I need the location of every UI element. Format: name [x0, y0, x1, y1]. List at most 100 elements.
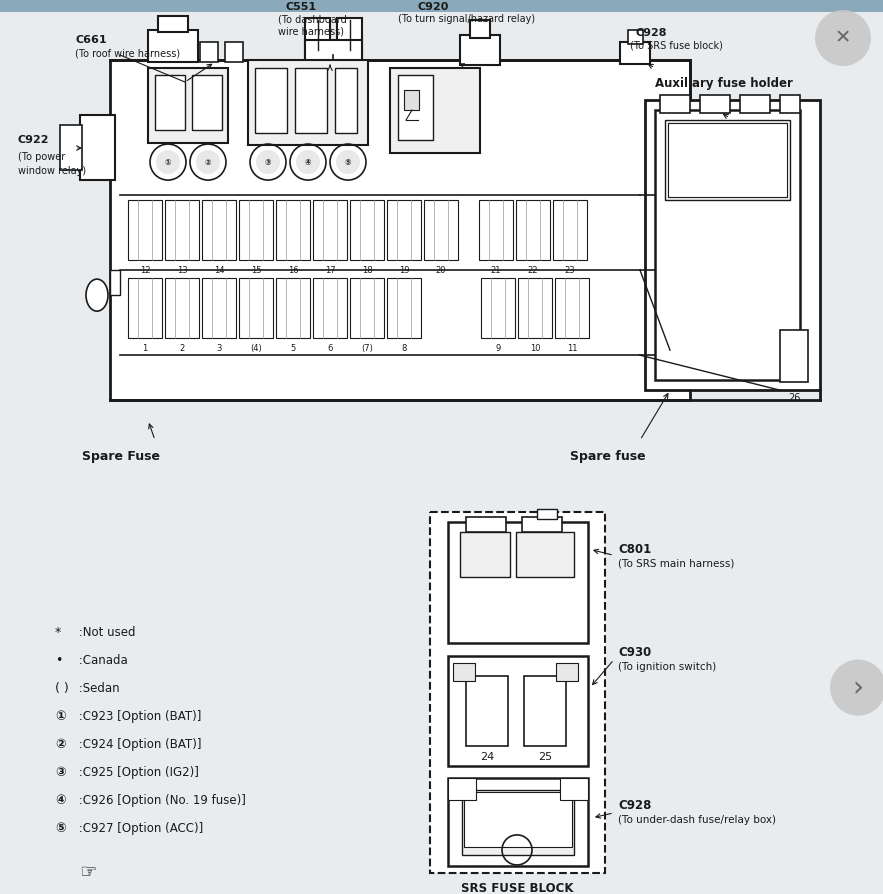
Bar	[466, 518, 506, 532]
Text: :C924 [Option (BAT)]: :C924 [Option (BAT)]	[75, 738, 201, 751]
Text: 21: 21	[491, 266, 502, 275]
Text: :Canada: :Canada	[75, 654, 128, 667]
Text: 3: 3	[216, 344, 222, 353]
Bar	[448, 522, 588, 643]
Bar	[560, 778, 588, 800]
Text: 13: 13	[177, 266, 187, 275]
Text: C928: C928	[618, 799, 652, 813]
Text: :C925 [Option (IG2)]: :C925 [Option (IG2)]	[75, 766, 199, 780]
Text: SRS FUSE BLOCK: SRS FUSE BLOCK	[461, 882, 573, 894]
Bar	[620, 42, 650, 64]
Text: C928: C928	[635, 28, 667, 38]
Text: 12: 12	[140, 266, 150, 275]
Text: •: •	[55, 654, 63, 667]
Text: ( ): ( )	[55, 682, 69, 696]
Text: C920: C920	[418, 2, 449, 12]
Bar	[148, 68, 228, 143]
Bar	[0, 0, 883, 12]
Bar	[537, 510, 557, 519]
Text: (To under-dash fuse/relay box): (To under-dash fuse/relay box)	[618, 814, 776, 825]
Text: Spare Fuse: Spare Fuse	[82, 451, 160, 463]
Bar	[556, 662, 578, 680]
Bar	[516, 200, 550, 260]
Circle shape	[156, 150, 180, 174]
Bar	[165, 200, 199, 260]
Text: :Not used: :Not used	[75, 626, 135, 639]
Text: 24: 24	[479, 752, 494, 762]
Bar	[470, 20, 490, 38]
Bar	[553, 200, 587, 260]
Bar	[248, 60, 368, 145]
Bar	[350, 200, 384, 260]
Text: ✕: ✕	[834, 29, 851, 47]
Bar	[155, 75, 185, 130]
Text: :Sedan: :Sedan	[75, 682, 119, 696]
Bar	[60, 125, 82, 170]
Text: :C923 [Option (BAT)]: :C923 [Option (BAT)]	[75, 710, 201, 723]
Text: (To power: (To power	[18, 152, 65, 162]
Bar	[462, 789, 574, 855]
Text: C551: C551	[285, 2, 316, 12]
Bar	[448, 778, 476, 800]
Ellipse shape	[711, 298, 745, 342]
Text: (4): (4)	[250, 344, 262, 353]
Bar	[424, 200, 458, 260]
Text: ④: ④	[305, 157, 311, 166]
Text: ③: ③	[265, 157, 271, 166]
Bar	[453, 662, 475, 680]
Text: (To roof wire harness): (To roof wire harness)	[75, 48, 180, 58]
Text: 20: 20	[435, 266, 446, 275]
Bar	[225, 42, 243, 62]
Bar	[665, 120, 790, 200]
Bar	[128, 278, 162, 338]
Bar	[128, 200, 162, 260]
Text: C922: C922	[18, 135, 49, 145]
Bar	[430, 512, 605, 873]
Bar	[202, 278, 236, 338]
Bar	[645, 100, 820, 390]
Text: ☞: ☞	[79, 864, 97, 882]
Bar	[305, 40, 362, 68]
Bar	[387, 200, 421, 260]
Text: ⑤: ⑤	[55, 822, 65, 835]
Circle shape	[196, 150, 220, 174]
Text: wire harness): wire harness)	[278, 26, 344, 36]
Bar	[660, 95, 690, 113]
Text: 5: 5	[291, 344, 296, 353]
Bar	[239, 278, 273, 338]
Text: 2: 2	[179, 344, 185, 353]
Text: Auxiliary fuse holder: Auxiliary fuse holder	[655, 77, 793, 90]
Bar	[158, 16, 188, 32]
Bar	[148, 30, 198, 62]
Text: 1: 1	[142, 344, 147, 353]
Bar	[276, 200, 310, 260]
Bar	[110, 60, 690, 401]
Bar	[780, 330, 808, 382]
Text: ①: ①	[55, 710, 65, 723]
Text: 23: 23	[565, 266, 576, 275]
Bar	[655, 110, 800, 380]
Text: ②: ②	[55, 738, 65, 751]
Text: 9: 9	[495, 344, 501, 353]
Text: 6: 6	[328, 344, 333, 353]
Bar	[305, 18, 330, 62]
Circle shape	[830, 660, 883, 716]
Bar	[740, 95, 770, 113]
Bar	[295, 68, 327, 133]
Bar	[464, 792, 572, 847]
Text: 22: 22	[528, 266, 539, 275]
Text: (7): (7)	[361, 344, 373, 353]
Bar	[80, 115, 115, 180]
Bar	[192, 75, 222, 130]
Bar	[448, 778, 588, 866]
Circle shape	[336, 150, 360, 174]
Bar	[276, 278, 310, 338]
Text: C661: C661	[75, 35, 107, 45]
Text: 15: 15	[251, 266, 261, 275]
Text: 18: 18	[362, 266, 373, 275]
Bar	[110, 270, 120, 295]
Bar	[479, 200, 513, 260]
Text: 14: 14	[214, 266, 224, 275]
Text: 8: 8	[401, 344, 407, 353]
Bar	[255, 68, 287, 133]
